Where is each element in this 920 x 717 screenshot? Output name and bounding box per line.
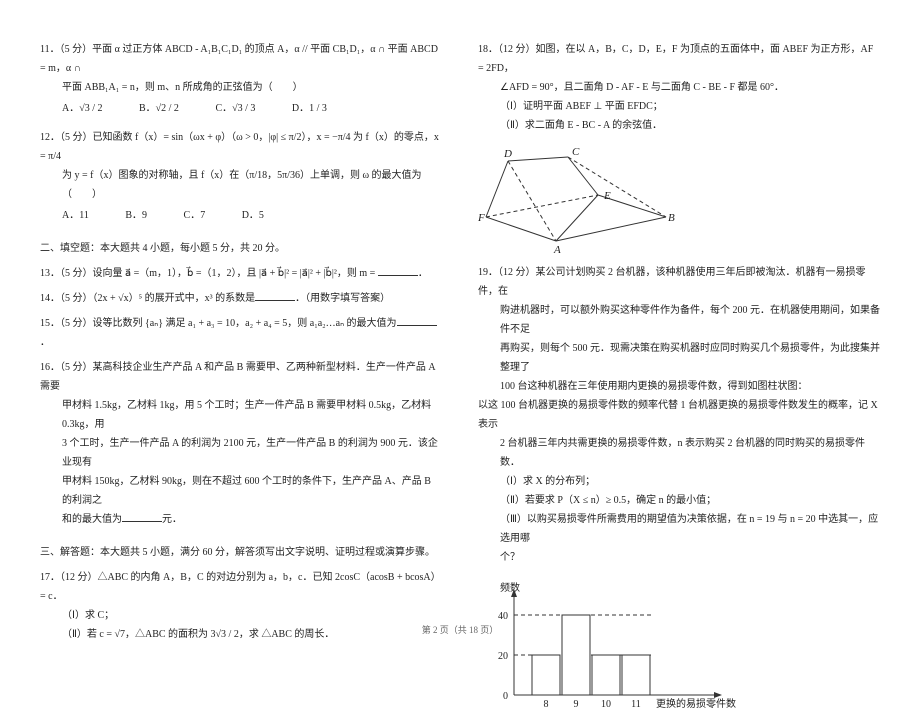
q19-l1: 19．（12 分）某公司计划购买 2 台机器，该种机器使用三年后即被淘汰．机器有… bbox=[478, 263, 880, 301]
question-14: 14．（5 分）（2x + √x）⁵ 的展开式中，x³ 的系数是 ．（用数字填写答… bbox=[40, 289, 442, 308]
q14-blank bbox=[255, 289, 295, 301]
q19-l2: 购进机器时，可以额外购买这种零件作为备件，每个 200 元．在机器使用期间，如果… bbox=[478, 301, 880, 339]
q12-options: A．11 B．9 C．7 D．5 bbox=[40, 206, 442, 225]
svg-text:E: E bbox=[603, 190, 611, 202]
q14-pre: 14．（5 分）（2x + √x）⁵ 的展开式中，x³ 的系数是 bbox=[40, 293, 255, 304]
svg-text:D: D bbox=[503, 148, 512, 160]
q19-p3b: 个？ bbox=[478, 548, 880, 567]
q12-cont: 为 y = f（x）图象的对称轴，且 f（x）在（π/18，5π/36）上单调，… bbox=[40, 166, 442, 204]
svg-text:11: 11 bbox=[631, 699, 641, 710]
q18-p1: （Ⅰ）证明平面 ABEF ⊥ 平面 EFDC； bbox=[478, 97, 880, 116]
left-column: 11．（5 分）平面 α 过正方体 ABCD - A₁B₁C₁D₁ 的顶点 A，… bbox=[40, 40, 442, 600]
q16-blank bbox=[122, 510, 162, 522]
q16-l4: 甲材料 150kg，乙材料 90kg，则在不超过 600 个工时的条件下，生产产… bbox=[40, 472, 442, 510]
q18-l1: 18．（12 分）如图，在以 A，B，C，D，E，F 为顶点的五面体中，面 AB… bbox=[478, 40, 880, 78]
section-2-heading: 二、填空题：本大题共 4 小题，每小题 5 分，共 20 分。 bbox=[40, 239, 442, 258]
q18-p2: （Ⅱ）求二面角 E - BC - A 的余弦值． bbox=[478, 116, 880, 135]
question-12: 12．（5 分）已知函数 f（x）= sin（ωx + φ）（ω > 0，|φ|… bbox=[40, 128, 442, 225]
q19-p3a: （Ⅲ）以购买易损零件所需费用的期望值为决策依据，在 n = 19 与 n = 2… bbox=[478, 510, 880, 548]
svg-text:A: A bbox=[553, 244, 561, 255]
svg-text:8: 8 bbox=[544, 699, 549, 710]
svg-text:10: 10 bbox=[601, 699, 611, 710]
q11-opt-a: A．√3 / 2 bbox=[62, 99, 103, 118]
q15-post: ． bbox=[40, 337, 50, 348]
svg-text:9: 9 bbox=[574, 699, 579, 710]
q16-l2: 甲材料 1.5kg，乙材料 1kg，用 5 个工时；生产一件产品 B 需要甲材料… bbox=[40, 396, 442, 434]
q11-opt-d: D．1 / 3 bbox=[292, 99, 327, 118]
svg-text:B: B bbox=[668, 212, 675, 224]
q16-l5: 和的最大值为 元． bbox=[40, 510, 442, 529]
q19-l4: 100 台这种机器在三年使用期内更换的易损零件数，得到如图柱状图： bbox=[478, 377, 880, 396]
q12-text: 12．（5 分）已知函数 f（x）= sin（ωx + φ）（ω > 0，|φ|… bbox=[40, 132, 439, 162]
question-13: 13．（5 分）设向量 a⃗ =（m，1），b⃗ =（1，2），且 |a⃗ + … bbox=[40, 264, 442, 283]
svg-text:40: 40 bbox=[498, 611, 508, 622]
svg-text:频数: 频数 bbox=[500, 581, 520, 594]
q14-post: ．（用数字填写答案） bbox=[295, 293, 390, 304]
q19-p2: （Ⅱ）若要求 P（X ≤ n）≥ 0.5，确定 n 的最小值； bbox=[478, 491, 880, 510]
q16-l3: 3 个工时，生产一件产品 A 的利润为 2100 元，生产一件产品 B 的利润为… bbox=[40, 434, 442, 472]
q19-l3: 再购买，则每个 500 元．现需决策在购买机器时应同时购买几个易损零件，为此搜集… bbox=[478, 339, 880, 377]
q12-opt-c: C．7 bbox=[184, 206, 206, 225]
svg-text:20: 20 bbox=[498, 651, 508, 662]
q15-blank bbox=[397, 314, 437, 326]
q11-text: 11．（5 分）平面 α 过正方体 ABCD - A₁B₁C₁D₁ 的顶点 A，… bbox=[40, 44, 438, 74]
right-column: 18．（12 分）如图，在以 A，B，C，D，E，F 为顶点的五面体中，面 AB… bbox=[478, 40, 880, 600]
svg-text:C: C bbox=[572, 146, 580, 158]
q18-l2: ∠AFD = 90°，且二面角 D - AF - E 与二面角 C - BE -… bbox=[478, 78, 880, 97]
q11-opt-b: B．√2 / 2 bbox=[139, 99, 179, 118]
question-16: 16．（5 分）某高科技企业生产产品 A 和产品 B 需要甲、乙两种新型材料．生… bbox=[40, 358, 442, 529]
question-11: 11．（5 分）平面 α 过正方体 ABCD - A₁B₁C₁D₁ 的顶点 A，… bbox=[40, 40, 442, 118]
page-footer: 第 2 页（共 18 页） bbox=[0, 623, 920, 636]
q12-opt-d: D．5 bbox=[242, 206, 264, 225]
q13-text: 13．（5 分）设向量 a⃗ =（m，1），b⃗ =（1，2），且 |a⃗ + … bbox=[40, 268, 378, 279]
q11-options: A．√3 / 2 B．√2 / 2 C．√3 / 3 D．1 / 3 bbox=[40, 99, 442, 118]
q16-l1: 16．（5 分）某高科技企业生产产品 A 和产品 B 需要甲、乙两种新型材料．生… bbox=[40, 358, 442, 396]
q13-blank bbox=[378, 264, 418, 276]
q11-cont: 平面 ABB₁A₁ = n，则 m、n 所成角的正弦值为（ ） bbox=[40, 78, 442, 97]
question-18: 18．（12 分）如图，在以 A，B，C，D，E，F 为顶点的五面体中，面 AB… bbox=[478, 40, 880, 135]
figure-18-polyhedron: D C E F A B bbox=[478, 145, 880, 255]
figure-19-histogram: 20 40 0 8 9 10 11 频数更换的易损零件数 bbox=[478, 577, 880, 717]
svg-text:0: 0 bbox=[503, 691, 508, 702]
q12-opt-a: A．11 bbox=[62, 206, 89, 225]
q19-p1: （Ⅰ）求 X 的分布列； bbox=[478, 472, 880, 491]
q16-l5-post: 元． bbox=[162, 514, 182, 525]
q17-l1: 17．（12 分）△ABC 的内角 A，B，C 的对边分别为 a，b，c．已知 … bbox=[40, 568, 442, 606]
svg-text:更换的易损零件数: 更换的易损零件数 bbox=[656, 697, 736, 710]
q19-l6: 2 台机器三年内共需更换的易损零件数，n 表示购买 2 台机器的同时购买的易损零… bbox=[478, 434, 880, 472]
q11-opt-c: C．√3 / 3 bbox=[215, 99, 255, 118]
q15-pre: 15．（5 分）设等比数列 {aₙ} 满足 a₁ + a₃ = 10，a₂ + … bbox=[40, 318, 397, 329]
question-15: 15．（5 分）设等比数列 {aₙ} 满足 a₁ + a₃ = 10，a₂ + … bbox=[40, 314, 442, 352]
q19-l5: 以这 100 台机器更换的易损零件数的频率代替 1 台机器更换的易损零件数发生的… bbox=[478, 396, 880, 434]
q12-opt-b: B．9 bbox=[125, 206, 147, 225]
q16-l5-pre: 和的最大值为 bbox=[62, 514, 122, 525]
svg-text:F: F bbox=[478, 212, 485, 224]
section-3-heading: 三、解答题：本大题共 5 小题，满分 60 分，解答须写出文字说明、证明过程或演… bbox=[40, 543, 442, 562]
question-19: 19．（12 分）某公司计划购买 2 台机器，该种机器使用三年后即被淘汰．机器有… bbox=[478, 263, 880, 567]
